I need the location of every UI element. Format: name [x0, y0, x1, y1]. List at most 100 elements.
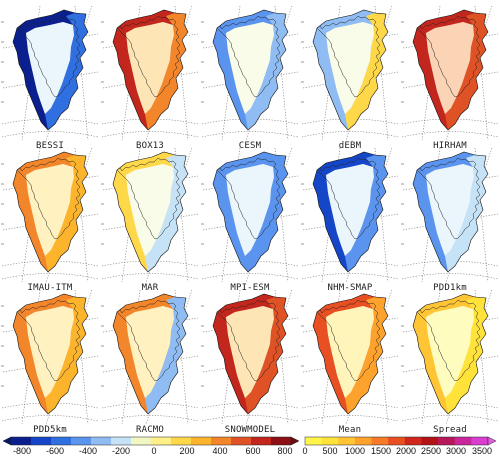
map-panel — [1, 5, 99, 141]
panel-label-snowmodel: SNOWMODEL — [224, 425, 276, 435]
coastline — [312, 293, 389, 415]
east-margin-zone — [45, 155, 88, 272]
coastline-detail — [416, 15, 481, 98]
east-margin-zone — [445, 297, 488, 414]
colorbar-over-arrow — [290, 436, 300, 446]
east-margin-zone — [445, 13, 488, 130]
east-margin-zone — [245, 297, 288, 414]
ice-sheet-interior — [226, 22, 274, 114]
coastline — [12, 9, 89, 131]
ice-sheet-interior — [26, 22, 74, 114]
coastline-detail — [116, 299, 181, 382]
interior-transition-zone — [126, 164, 174, 256]
coastline-detail — [416, 299, 481, 382]
diff-tick-label: -600 — [45, 446, 65, 456]
interior-transition-zone — [26, 22, 74, 114]
interior-transition-zone — [326, 22, 374, 114]
map-panel — [401, 147, 499, 283]
frame-ticks — [1, 305, 4, 387]
coastline-detail — [116, 15, 181, 98]
colorbar-segment — [454, 437, 472, 445]
interior-transition-zone — [426, 306, 474, 398]
east-margin-zone — [345, 155, 388, 272]
colorbar-segment — [421, 437, 439, 445]
diff-tick-label: 800 — [277, 446, 293, 456]
ice-sheet-interior — [326, 164, 374, 256]
map-panel — [1, 147, 99, 283]
mag-tick-label: 1500 — [370, 446, 392, 456]
diff-tick-label: 200 — [179, 446, 195, 456]
panel-label-racmo: RACMO — [135, 425, 165, 435]
map-panel — [201, 147, 299, 283]
coastline — [112, 151, 189, 273]
map-grid — [1, 5, 499, 425]
colorbar-segment — [231, 437, 252, 445]
frame-ticks — [301, 163, 304, 245]
frame-ticks — [401, 21, 404, 103]
interior-transition-zone — [326, 164, 374, 256]
coastline — [112, 9, 189, 131]
east-margin-zone — [245, 13, 288, 130]
frame-ticks — [301, 21, 304, 103]
panel-label-imau-itm: IMAU-ITM — [27, 283, 73, 293]
ice-sheet-interior — [126, 306, 174, 398]
panel-label-mean: Mean — [338, 425, 362, 435]
ice-sheet-interior — [126, 164, 174, 256]
frame-ticks — [101, 21, 104, 103]
coastline-detail — [216, 157, 281, 240]
colorbar-segment — [404, 437, 422, 445]
ice-sheet-interior — [426, 22, 474, 114]
colorbar-segment — [354, 437, 372, 445]
coastline-detail — [16, 299, 81, 382]
colorbar-segment — [211, 437, 232, 445]
map-panel — [101, 5, 199, 141]
coastline-detail — [216, 15, 281, 98]
map-panel — [101, 147, 199, 283]
map-panel — [401, 289, 499, 425]
east-margin-zone — [145, 155, 188, 272]
colorbar-segment — [111, 437, 132, 445]
colorbar-segment — [251, 437, 272, 445]
colorbar-segment — [91, 437, 112, 445]
colorbar-segment — [371, 437, 389, 445]
colorbar-segment — [321, 437, 339, 445]
panel-label-spread: Spread — [433, 425, 467, 435]
coastline — [412, 151, 489, 273]
ice-sheet-interior — [26, 164, 74, 256]
panel-label-box13: BOX13 — [135, 141, 165, 151]
map-panel — [301, 5, 399, 141]
panel-label-nhm-smap: NHM-SMAP — [327, 283, 373, 293]
east-margin-zone — [45, 297, 88, 414]
map-panel — [101, 289, 199, 425]
interior-transition-zone — [26, 164, 74, 256]
map-panel — [301, 147, 399, 283]
map-panel — [301, 289, 399, 425]
coastline-detail — [216, 299, 281, 382]
diff-tick-label: 600 — [245, 446, 261, 456]
mag-tick-label: 0 — [302, 446, 308, 456]
frame-ticks — [401, 305, 404, 387]
mag-tick-label: 2500 — [420, 446, 442, 456]
panel-label-bessi: BESSI — [35, 141, 65, 151]
ice-sheet-interior — [426, 164, 474, 256]
colorbar-segment — [388, 437, 406, 445]
coastline — [412, 293, 489, 415]
frame-ticks — [1, 21, 4, 103]
frame-ticks — [201, 21, 204, 103]
east-margin-zone — [345, 297, 388, 414]
coastline-detail — [116, 157, 181, 240]
panel-label-debm: dEBM — [338, 141, 362, 151]
ice-sheet-interior — [326, 306, 374, 398]
coastline — [312, 151, 389, 273]
panel-label-mar: MAR — [141, 283, 159, 293]
panel-label-pdd1km: PDD1km — [433, 283, 467, 293]
ice-sheet-interior — [326, 22, 374, 114]
frame-ticks — [401, 163, 404, 245]
colorbar-segment — [151, 437, 172, 445]
coastline — [212, 9, 289, 131]
difference-colorbar — [2, 436, 300, 446]
colorbar-segment — [51, 437, 72, 445]
map-panel — [1, 289, 99, 425]
east-margin-zone — [45, 13, 88, 130]
